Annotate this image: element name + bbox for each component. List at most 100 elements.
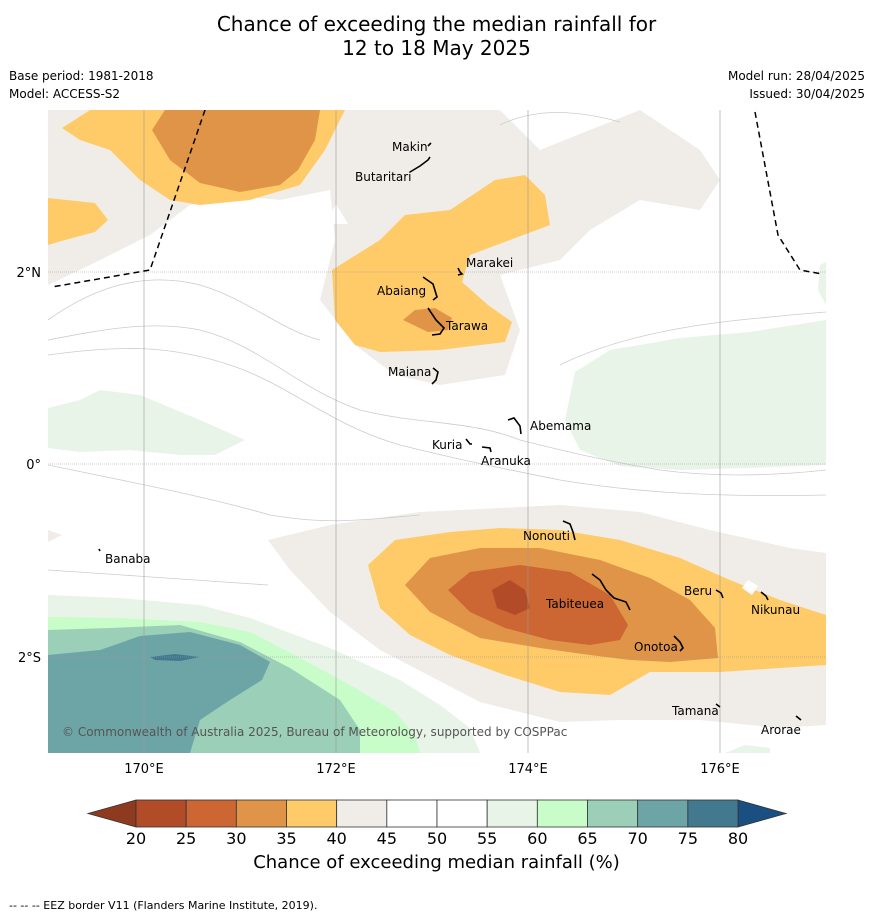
island-nonouti — [562, 520, 576, 541]
contour-55-60-se — [725, 745, 770, 753]
meta-left: Base period: 1981-2018 Model: ACCESS-S2 — [9, 67, 154, 103]
eez-border-west — [51, 110, 206, 288]
contour-55-60-east — [565, 320, 826, 470]
map-area: Makin Butaritari Marakei Abaiang Tarawa … — [48, 110, 826, 753]
label-banaba: Banaba — [105, 552, 151, 566]
colorbar-box — [336, 799, 388, 828]
map-title: Chance of exceeding the median rainfall … — [0, 12, 873, 60]
label-marakei: Marakei — [466, 256, 513, 270]
island-marakei — [457, 267, 464, 276]
title-line-1: Chance of exceeding the median rainfall … — [216, 12, 657, 36]
lon-label-176e: 176°E — [700, 762, 740, 777]
colorbar-box — [185, 799, 237, 828]
lon-label-170e: 170°E — [124, 762, 164, 777]
islands — [98, 142, 802, 721]
contour-75-80-sw — [150, 654, 200, 661]
island-onotoa — [673, 635, 684, 652]
label-abemama: Abemama — [530, 419, 591, 433]
contour-30-35-tarawa — [403, 308, 452, 332]
label-beru: Beru — [684, 584, 712, 598]
label-butaritari: Butaritari — [355, 170, 412, 184]
colorbar-high-arrow — [737, 799, 788, 828]
colorbar-tick-label: 60 — [527, 829, 547, 848]
island-banaba — [98, 548, 101, 552]
copyright-text: © Commonwealth of Australia 2025, Bureau… — [62, 725, 567, 739]
axis-labels: 170°E 172°E 174°E 176°E 2°N 0° 2°S — [17, 266, 740, 777]
island-maiana — [431, 367, 439, 385]
issued-date: Issued: 30/04/2025 — [749, 87, 865, 101]
contour-35-40-west — [48, 198, 108, 245]
colorbar-box — [235, 799, 287, 828]
model-run: Model run: 28/04/2025 — [727, 69, 865, 83]
label-tabiteuea: Tabiteuea — [545, 597, 604, 611]
colorbar-box — [135, 799, 187, 828]
label-tarawa: Tarawa — [445, 319, 488, 333]
white-patch — [742, 580, 758, 595]
colorbar-box — [436, 799, 488, 828]
place-labels: Makin Butaritari Marakei Abaiang Tarawa … — [105, 140, 801, 737]
graticule — [48, 110, 826, 753]
model-name: Model: ACCESS-S2 — [9, 87, 121, 101]
colorbar-tick-label: 50 — [427, 829, 447, 848]
colorbar-low-arrow — [86, 799, 137, 828]
contour-20-25-south — [492, 580, 530, 615]
island-aranuka — [481, 446, 492, 453]
island-arorae — [795, 715, 802, 721]
colorbar-tick-label: 80 — [728, 829, 748, 848]
thin-contours — [48, 112, 826, 586]
label-maiana: Maiana — [388, 365, 431, 379]
meta-right: Model run: 28/04/2025 Issued: 30/04/2025 — [728, 67, 865, 103]
colorbar-tick-label: 35 — [276, 829, 296, 848]
contour-25-30-south — [448, 565, 628, 645]
label-onotoa: Onotoa — [634, 640, 678, 654]
contour-55-60-ne — [818, 262, 826, 305]
colorbar-box — [486, 799, 538, 828]
colorbar: 20 25 30 35 40 45 50 55 60 65 70 75 80 — [86, 799, 788, 848]
eez-border-east — [754, 111, 823, 275]
label-kuria: Kuria — [432, 438, 463, 452]
island-makin — [427, 142, 432, 147]
island-tamana — [715, 703, 721, 708]
colorbar-tick-label: 25 — [176, 829, 196, 848]
island-abaiang — [422, 276, 438, 301]
contour-40-45-sw — [48, 530, 62, 542]
label-tamana: Tamana — [671, 704, 719, 718]
colorbar-tick-label: 40 — [326, 829, 346, 848]
label-abaiang: Abaiang — [377, 284, 426, 298]
label-aranuka: Aranuka — [481, 454, 531, 468]
colorbar-box — [386, 799, 438, 828]
colorbar-tick-label: 70 — [627, 829, 647, 848]
lat-label-2s: 2°S — [18, 651, 41, 666]
label-nikunau: Nikunau — [751, 603, 800, 617]
colorbar-box — [637, 799, 689, 828]
colorbar-box — [587, 799, 639, 828]
eez-footer-note: -- -- -- EEZ border V11 (Flanders Marine… — [9, 899, 318, 912]
label-nonouti: Nonouti — [523, 529, 570, 543]
white-patch — [325, 204, 348, 224]
colorbar-tick-label: 75 — [678, 829, 698, 848]
colorbar-label: Chance of exceeding median rainfall (%) — [253, 852, 620, 873]
island-kuria — [465, 438, 472, 445]
lon-label-172e: 172°E — [316, 762, 356, 777]
label-makin: Makin — [392, 140, 428, 154]
island-abemama — [507, 417, 522, 435]
island-tabiteuea — [591, 573, 631, 611]
lat-label-0: 0° — [26, 458, 41, 473]
title-line-2: 12 to 18 May 2025 — [342, 36, 531, 60]
lon-label-174e: 174°E — [508, 762, 548, 777]
colorbar-tick-label: 45 — [377, 829, 397, 848]
contour-55-60-west — [48, 390, 245, 455]
eez-borders — [51, 110, 823, 288]
colorbar-tick-label: 20 — [126, 829, 146, 848]
base-period: Base period: 1981-2018 — [9, 69, 154, 83]
colorbar-box — [687, 799, 739, 828]
lat-label-2n: 2°N — [17, 266, 42, 281]
colorbar-tick-label: 30 — [226, 829, 246, 848]
colorbar-tick-label: 65 — [577, 829, 597, 848]
contour-35-40-tarawa — [332, 175, 550, 352]
island-beru — [715, 589, 724, 599]
island-butaritari — [409, 156, 431, 173]
island-nikunau — [760, 591, 769, 601]
colorbar-tick-label: 55 — [477, 829, 497, 848]
